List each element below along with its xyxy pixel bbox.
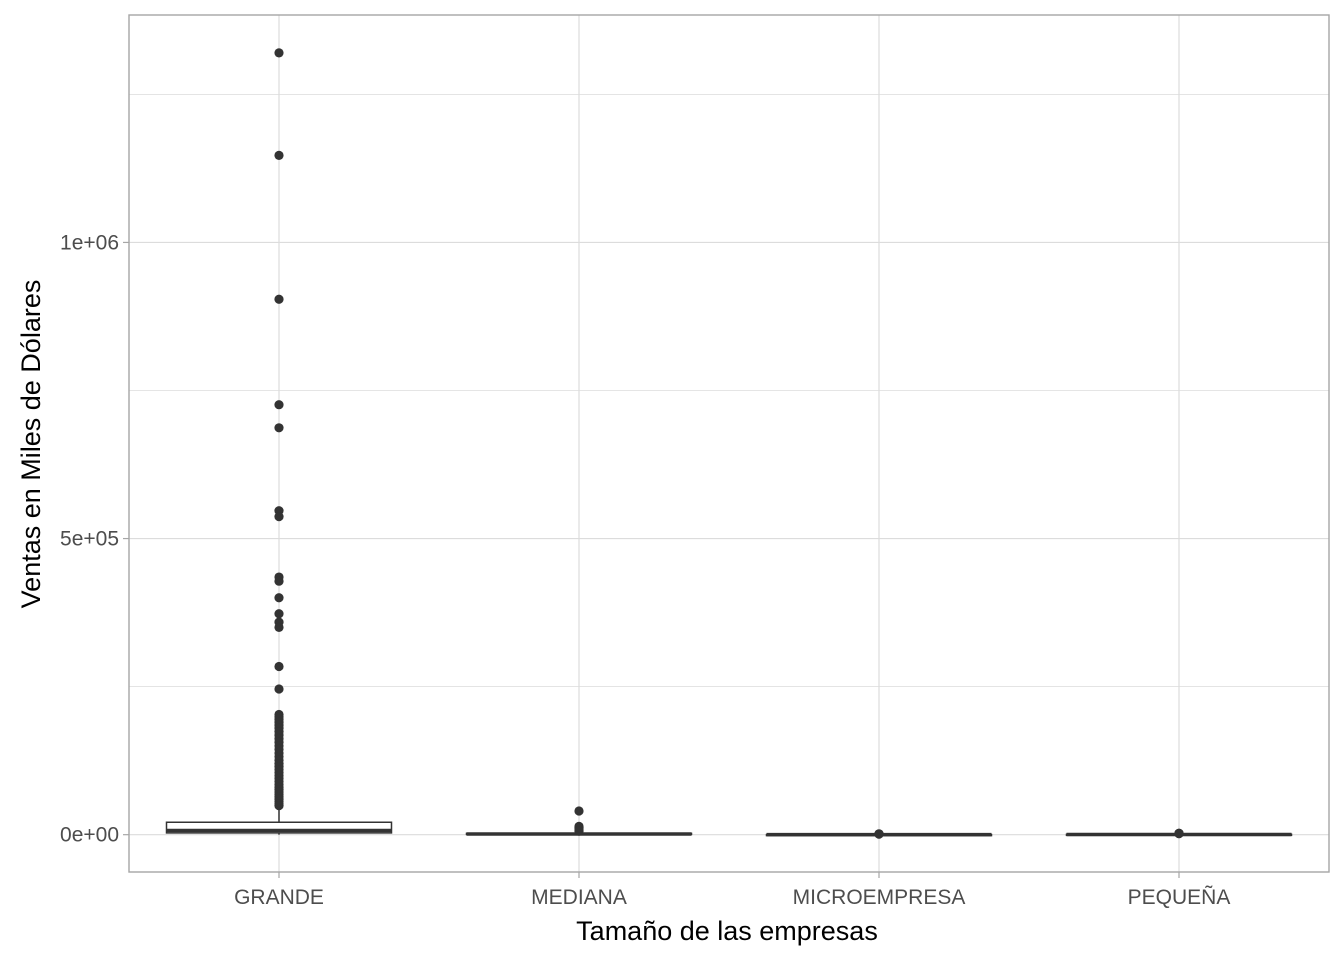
outlier-point [574,806,584,816]
box-iqr [165,821,393,834]
x-tick-label: GRANDE [234,886,324,909]
outlier-point [274,48,284,58]
outlier-point [274,512,284,522]
outlier-point [274,661,284,672]
outlier-point [574,826,584,836]
plot-panel-border [128,14,1330,873]
outlier-point [274,400,284,410]
outlier-point [274,801,284,811]
x-axis-title: Tamaño de las empresas [576,916,878,946]
outlier-point [274,622,284,632]
box-pequeña [1065,828,1293,839]
outlier-point [274,609,284,619]
grid-lines [129,15,1329,872]
x-tick-label: MICROEMPRESA [793,886,966,909]
outlier-point [274,593,284,603]
box-grande [165,48,393,835]
outlier-point [274,576,284,586]
y-tick-label: 0e+00 [60,824,119,847]
outlier-point [274,423,284,433]
box-microempresa [765,829,993,839]
y-axis-title: Ventas en Miles de Dólares [16,280,46,609]
axis-ticks: 0e+00 5e+05 1e+06 GRANDE MEDIANA MICROEMPRESA… [60,231,1230,909]
outlier-point [274,294,284,304]
x-tick-label: MEDIANA [531,886,627,909]
outlier-point [274,150,284,160]
box-mediana [465,806,693,836]
boxplot-boxes [165,48,1293,839]
outlier-point [1174,829,1184,839]
outlier-point [874,829,884,839]
x-tick-label: PEQUEÑA [1128,885,1231,909]
outlier-point [274,684,284,694]
y-tick-label: 5e+05 [60,528,119,551]
y-tick-label: 1e+06 [60,231,119,254]
